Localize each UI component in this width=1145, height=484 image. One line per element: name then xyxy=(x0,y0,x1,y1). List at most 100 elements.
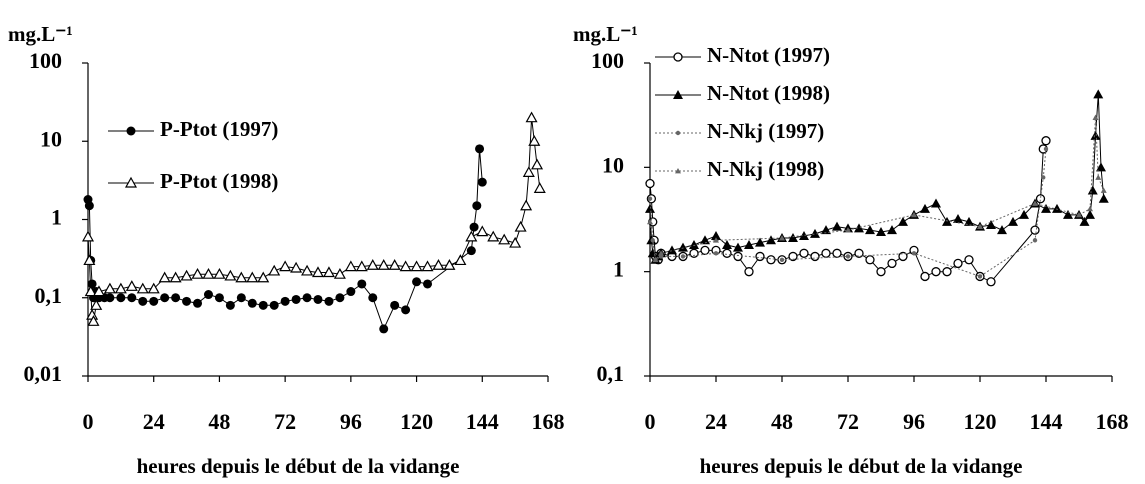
marker xyxy=(83,254,96,266)
y-tick-label: 0,01 xyxy=(24,361,63,386)
series-line xyxy=(649,117,1105,261)
marker xyxy=(689,248,699,258)
marker xyxy=(832,248,842,258)
x-tick-label: 96 xyxy=(340,409,362,434)
marker xyxy=(931,267,941,277)
marker xyxy=(475,144,485,154)
marker xyxy=(1087,205,1093,212)
x-tick-label: 0 xyxy=(83,409,94,434)
marker xyxy=(279,260,292,272)
marker xyxy=(1035,194,1046,204)
marker xyxy=(258,300,268,310)
marker xyxy=(477,177,487,187)
x-tick-label: 96 xyxy=(903,409,925,434)
marker xyxy=(160,293,170,303)
marker xyxy=(269,300,279,310)
marker xyxy=(182,296,192,306)
marker xyxy=(1041,136,1051,146)
marker xyxy=(667,245,677,255)
legend-marker xyxy=(675,168,681,174)
marker xyxy=(647,196,653,201)
marker xyxy=(942,267,952,277)
marker xyxy=(421,260,434,272)
marker xyxy=(744,267,754,277)
marker xyxy=(876,226,886,236)
x-tick-label: 120 xyxy=(964,409,997,434)
marker xyxy=(366,259,379,270)
marker xyxy=(432,259,445,270)
marker xyxy=(755,251,765,262)
marker xyxy=(722,248,732,258)
x-tick-label: 144 xyxy=(1030,409,1063,434)
marker xyxy=(84,285,97,297)
marker xyxy=(388,259,401,270)
marker xyxy=(224,269,237,281)
x-tick-label: 48 xyxy=(771,409,793,434)
y-tick-label: 10 xyxy=(602,152,624,177)
marker xyxy=(1098,193,1109,203)
marker xyxy=(953,213,963,223)
y-tick-label: 100 xyxy=(29,48,62,73)
marker xyxy=(911,211,917,218)
marker xyxy=(301,264,314,276)
marker xyxy=(854,223,864,233)
marker xyxy=(225,300,235,310)
marker xyxy=(399,260,412,272)
marker xyxy=(689,240,699,250)
marker xyxy=(964,255,974,265)
marker xyxy=(412,277,422,287)
marker xyxy=(810,251,820,262)
marker xyxy=(645,178,655,189)
marker xyxy=(525,111,538,123)
marker xyxy=(311,266,325,278)
marker xyxy=(81,230,95,242)
marker xyxy=(368,293,378,303)
marker xyxy=(213,267,226,279)
x-tick-label: 168 xyxy=(532,409,565,434)
marker xyxy=(678,242,688,252)
marker xyxy=(355,260,368,272)
marker xyxy=(344,260,357,272)
marker xyxy=(1095,174,1102,180)
marker xyxy=(1087,185,1098,195)
marker xyxy=(977,274,983,279)
marker xyxy=(799,248,809,258)
marker xyxy=(1076,211,1082,218)
marker xyxy=(509,236,522,248)
marker xyxy=(865,255,875,265)
marker xyxy=(755,237,765,247)
marker xyxy=(865,225,875,235)
marker xyxy=(652,256,659,263)
marker xyxy=(1052,203,1062,213)
marker xyxy=(116,293,126,303)
marker xyxy=(658,250,664,256)
marker xyxy=(235,271,248,283)
marker xyxy=(87,315,100,326)
marker xyxy=(650,238,655,243)
x-tick-label: 72 xyxy=(837,409,859,434)
y-tick-label: 1 xyxy=(51,205,62,230)
marker xyxy=(302,293,312,303)
marker xyxy=(335,293,345,303)
marker xyxy=(1043,146,1049,152)
y-tick-label: 1 xyxy=(613,257,624,282)
marker xyxy=(125,280,138,291)
legend-marker xyxy=(675,130,681,136)
marker xyxy=(410,260,423,272)
marker xyxy=(920,203,930,213)
marker xyxy=(138,296,148,306)
y-tick-label: 10 xyxy=(40,126,62,151)
marker xyxy=(1090,130,1101,140)
marker xyxy=(147,282,160,294)
marker xyxy=(766,255,776,265)
marker xyxy=(333,267,346,279)
marker xyxy=(322,266,335,278)
marker xyxy=(766,235,776,245)
marker xyxy=(180,269,193,281)
marker xyxy=(898,251,908,262)
marker xyxy=(324,296,334,306)
marker xyxy=(931,198,941,208)
marker xyxy=(84,201,94,211)
legend-marker xyxy=(126,126,136,136)
marker xyxy=(788,233,798,243)
